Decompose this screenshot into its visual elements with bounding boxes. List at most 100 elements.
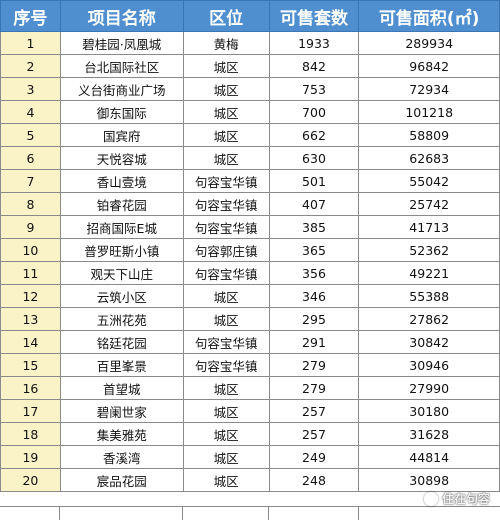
location-cell: 句容宝华镇 [182, 261, 270, 285]
units-cell: 407 [268, 192, 360, 216]
index-cell: 4 [0, 100, 61, 124]
location-cell: 句容宝华镇 [182, 353, 270, 377]
project-name-cell: 义台街商业广场 [59, 77, 184, 101]
location-cell: 城区 [182, 54, 270, 78]
table-row: 16 首望城 城区 279 27990 [0, 376, 500, 400]
area-cell: 27990 [358, 376, 500, 400]
project-name-cell: 百里峯景 [59, 353, 184, 377]
header-location: 区位 [182, 0, 270, 32]
header-project-name: 项目名称 [59, 0, 184, 32]
area-cell: 25742 [358, 192, 500, 216]
units-cell: 365 [268, 238, 360, 262]
table-row: 19 香溪湾 城区 249 44814 [0, 445, 500, 469]
index-cell: 12 [0, 284, 61, 308]
units-cell: 279 [268, 376, 360, 400]
units-cell: 279 [268, 353, 360, 377]
index-cell: 17 [0, 399, 61, 423]
index-cell: 7 [0, 169, 61, 193]
area-cell: 52362 [358, 238, 500, 262]
index-cell: 2 [0, 54, 61, 78]
table-row: 5 国宾府 城区 662 58809 [0, 123, 500, 147]
table-row: 18 集美雅苑 城区 257 31628 [0, 422, 500, 446]
units-cell: 291 [268, 330, 360, 354]
units-cell: 501 [268, 169, 360, 193]
table-row: 14 铭廷花园 句容宝华镇 291 30842 [0, 330, 500, 354]
project-name-cell: 天悦容城 [59, 146, 184, 170]
index-cell: 8 [0, 192, 61, 216]
location-cell: 句容宝华镇 [182, 215, 270, 239]
table-row: 7 香山壹境 句容宝华镇 501 55042 [0, 169, 500, 193]
index-cell: 11 [0, 261, 61, 285]
area-cell: 30842 [358, 330, 500, 354]
table-row: 20 宸品花园 城区 248 30898 [0, 468, 500, 492]
project-name-cell: 首望城 [59, 376, 184, 400]
index-cell: 6 [0, 146, 61, 170]
project-name-cell: 御东国际 [59, 100, 184, 124]
table-row: 15 百里峯景 句容宝华镇 279 30946 [0, 353, 500, 377]
index-cell: 10 [0, 238, 61, 262]
location-cell: 城区 [182, 376, 270, 400]
index-cell: 1 [0, 31, 61, 55]
table-row: 3 义台街商业广场 城区 753 72934 [0, 77, 500, 101]
units-cell: 662 [268, 123, 360, 147]
location-cell: 城区 [182, 468, 270, 492]
table-row: 2 台北国际社区 城区 842 96842 [0, 54, 500, 78]
table-row: 1 碧桂园·凤凰城 黄梅 1933 289934 [0, 31, 500, 55]
index-cell: 9 [0, 215, 61, 239]
units-cell: 385 [268, 215, 360, 239]
header-units-for-sale: 可售套数 [268, 0, 360, 32]
area-cell: 96842 [358, 54, 500, 78]
area-cell: 31628 [358, 422, 500, 446]
project-name-cell: 云筑小区 [59, 284, 184, 308]
table-body: 1 碧桂园·凤凰城 黄梅 1933 289934 2 台北国际社区 城区 842 96842 3 义台… [0, 31, 500, 492]
empty-row-edge [0, 506, 500, 520]
watermark-text: 住在句容 [441, 492, 490, 506]
index-cell: 5 [0, 123, 61, 147]
units-cell: 753 [268, 77, 360, 101]
location-cell: 句容郭庄镇 [182, 238, 270, 262]
units-cell: 257 [268, 399, 360, 423]
units-cell: 630 [268, 146, 360, 170]
logo-icon [423, 491, 438, 506]
area-cell: 101218 [358, 100, 500, 124]
location-cell: 城区 [182, 77, 270, 101]
location-cell: 城区 [182, 422, 270, 446]
units-cell: 248 [268, 468, 360, 492]
table-row: 10 普罗旺斯小镇 句容郭庄镇 365 52362 [0, 238, 500, 262]
table-row: 11 观天下山庄 句容宝华镇 356 49221 [0, 261, 500, 285]
table-row: 17 碧阑世家 城区 257 30180 [0, 399, 500, 423]
sales-table: 序号 项目名称 区位 可售套数 可售面积(㎡) 1 碧桂园·凤凰城 黄梅 1933 28… [0, 0, 500, 492]
location-cell: 城区 [182, 307, 270, 331]
header-area-for-sale: 可售面积(㎡) [358, 0, 500, 32]
watermark: 住在句容 [423, 490, 490, 507]
units-cell: 249 [268, 445, 360, 469]
project-name-cell: 香山壹境 [59, 169, 184, 193]
units-cell: 295 [268, 307, 360, 331]
location-cell: 城区 [182, 146, 270, 170]
project-name-cell: 五洲花苑 [59, 307, 184, 331]
table-row: 6 天悦容城 城区 630 62683 [0, 146, 500, 170]
location-cell: 城区 [182, 399, 270, 423]
index-cell: 20 [0, 468, 61, 492]
units-cell: 356 [268, 261, 360, 285]
area-cell: 58809 [358, 123, 500, 147]
table-row: 9 招商国际E城 句容宝华镇 385 41713 [0, 215, 500, 239]
index-cell: 16 [0, 376, 61, 400]
location-cell: 城区 [182, 284, 270, 308]
table-header: 序号 项目名称 区位 可售套数 可售面积(㎡) [0, 0, 500, 32]
project-name-cell: 宸品花园 [59, 468, 184, 492]
table-row: 8 铂睿花园 句容宝华镇 407 25742 [0, 192, 500, 216]
table-row: 12 云筑小区 城区 346 55388 [0, 284, 500, 308]
project-name-cell: 香溪湾 [59, 445, 184, 469]
project-name-cell: 铭廷花园 [59, 330, 184, 354]
location-cell: 句容宝华镇 [182, 192, 270, 216]
units-cell: 1933 [268, 31, 360, 55]
project-name-cell: 观天下山庄 [59, 261, 184, 285]
area-cell: 30946 [358, 353, 500, 377]
location-cell: 黄梅 [182, 31, 270, 55]
project-name-cell: 台北国际社区 [59, 54, 184, 78]
index-cell: 18 [0, 422, 61, 446]
area-cell: 55388 [358, 284, 500, 308]
header-row: 序号 项目名称 区位 可售套数 可售面积(㎡) [0, 0, 500, 32]
